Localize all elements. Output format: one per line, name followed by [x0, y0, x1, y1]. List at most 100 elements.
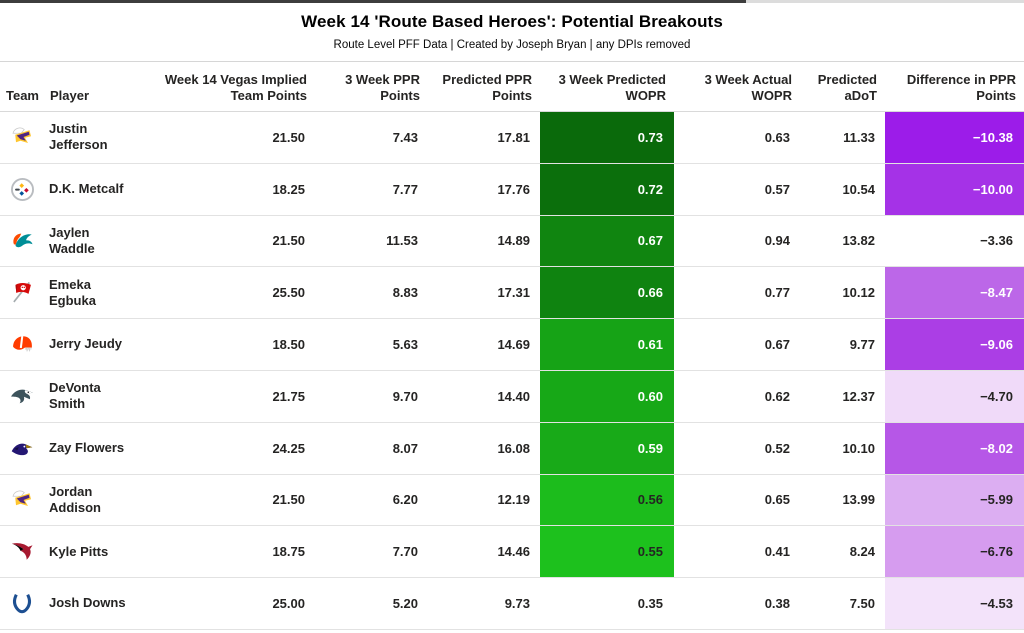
- steelers-logo-icon: [8, 175, 36, 203]
- team-cell: [0, 267, 44, 318]
- actual-wopr-cell: 0.77: [764, 285, 790, 301]
- predicted-ppr-cell: 14.69: [497, 337, 530, 353]
- adot-cell: 11.33: [843, 129, 875, 145]
- team-cell: [0, 526, 44, 577]
- vegas-implied-points-cell: 18.50: [272, 337, 305, 353]
- buccaneers-logo-icon: [8, 279, 36, 307]
- predicted-wopr-cell: 0.60: [540, 370, 674, 422]
- table-row: DeVonta Smith 21.75 9.70 14.40 0.60 0.62 12.37…: [0, 370, 1024, 423]
- page-title: Week 14 'Route Based Heroes': Potential …: [301, 12, 723, 31]
- table-row: Emeka Egbuka 25.50 8.83 17.31 0.66 0.77 10.12−…: [0, 267, 1024, 320]
- predicted-wopr-cell: 0.72: [540, 163, 674, 215]
- ppr-3week-cell: 7.43: [392, 129, 418, 145]
- predicted-ppr-cell: 14.46: [497, 544, 530, 560]
- predicted-ppr-cell: 17.31: [497, 285, 530, 301]
- predicted-ppr-cell: 12.19: [497, 492, 530, 508]
- column-header-ppr3[interactable]: 3 Week PPR Points: [345, 71, 420, 103]
- predicted-ppr-cell: 14.89: [497, 233, 530, 249]
- column-header-wopr_act[interactable]: 3 Week Actual WOPR: [704, 71, 792, 103]
- ppr-difference-cell: −10.38: [885, 112, 1024, 163]
- ppr-3week-cell: 7.77: [392, 181, 418, 197]
- column-header-adot[interactable]: Predicted aDoT: [817, 71, 877, 103]
- vegas-implied-points-cell: 21.50: [272, 129, 305, 145]
- predicted-wopr-cell: 0.35: [637, 596, 663, 612]
- column-header-vegas[interactable]: Week 14 Vegas Implied Team Points: [164, 71, 307, 103]
- player-name: Kyle Pitts: [49, 543, 109, 559]
- table-row: Kyle Pitts 18.75 7.70 14.46 0.55 0.41 8.24 −6.7…: [0, 526, 1024, 579]
- dolphins-logo-icon: [8, 227, 36, 255]
- predicted-wopr-cell: 0.59: [540, 422, 674, 474]
- predicted-wopr-cell: 0.67: [540, 215, 674, 267]
- ppr-difference-cell: −8.47: [885, 267, 1024, 319]
- horizontal-scrollbar-thumb[interactable]: [0, 0, 746, 3]
- player-name: Jerry Jeudy: [49, 336, 122, 352]
- player-name: DeVonta Smith: [49, 380, 101, 412]
- adot-cell: 10.10: [842, 440, 875, 456]
- page-subtitle: Route Level PFF Data | Created by Joseph…: [333, 39, 691, 51]
- column-header-wopr_pred[interactable]: 3 Week Predicted WOPR: [558, 71, 666, 103]
- player-name: Zay Flowers: [49, 440, 125, 456]
- team-cell: [0, 475, 44, 526]
- team-cell: [0, 112, 44, 163]
- colts-logo-icon: [8, 590, 36, 618]
- horizontal-scrollbar: [0, 0, 1024, 3]
- actual-wopr-cell: 0.38: [764, 596, 790, 612]
- column-header-pred_ppr[interactable]: Predicted PPR Points: [442, 71, 532, 103]
- actual-wopr-cell: 0.94: [764, 233, 790, 249]
- vegas-implied-points-cell: 18.75: [272, 544, 305, 560]
- team-cell: [0, 164, 44, 215]
- adot-cell: 7.50: [849, 596, 875, 612]
- ppr-3week-cell: 8.83: [392, 285, 418, 301]
- predicted-wopr-cell: 0.73: [540, 112, 674, 163]
- ppr-difference-cell: −3.36: [980, 233, 1013, 249]
- predicted-wopr-cell: 0.55: [540, 526, 674, 578]
- ravens-logo-icon: [8, 434, 36, 462]
- ppr-3week-cell: 11.53: [386, 233, 418, 249]
- vegas-implied-points-cell: 25.50: [272, 285, 305, 301]
- eagles-logo-icon: [8, 382, 36, 410]
- actual-wopr-cell: 0.65: [764, 492, 790, 508]
- predicted-ppr-cell: 17.81: [497, 129, 530, 145]
- ppr-3week-cell: 7.70: [392, 544, 418, 560]
- vikings-logo-icon: [8, 486, 36, 514]
- vikings-logo-icon: [8, 123, 36, 151]
- adot-cell: 13.82: [842, 233, 875, 249]
- table-row: Zay Flowers 24.25 8.07 16.08 0.59 0.52 10.10 −8…: [0, 422, 1024, 475]
- table-header-row: Team Player Week 14 Vegas Implied Team Poi…: [0, 62, 1024, 112]
- ppr-3week-cell: 5.63: [392, 337, 418, 353]
- adot-cell: 10.54: [842, 181, 875, 197]
- column-header-team[interactable]: Team: [6, 87, 39, 103]
- actual-wopr-cell: 0.41: [764, 544, 790, 560]
- actual-wopr-cell: 0.52: [764, 440, 790, 456]
- actual-wopr-cell: 0.62: [764, 388, 790, 404]
- column-header-player[interactable]: Player: [50, 87, 90, 103]
- player-name: Emeka Egbuka: [49, 276, 96, 308]
- table-title-block: Week 14 'Route Based Heroes': Potential …: [0, 3, 1024, 62]
- team-cell: [0, 319, 44, 370]
- player-name: D.K. Metcalf: [49, 181, 124, 197]
- player-name: Jordan Addison: [49, 483, 101, 515]
- player-name: Josh Downs: [49, 595, 126, 611]
- table-row: Josh Downs 25.00 5.20 9.73 0.35 0.38 7.50 −4.53: [0, 578, 1024, 630]
- adot-cell: 9.77: [849, 337, 875, 353]
- vegas-implied-points-cell: 21.75: [272, 388, 305, 404]
- adot-cell: 10.12: [842, 285, 875, 301]
- actual-wopr-cell: 0.63: [764, 129, 790, 145]
- column-header-diff[interactable]: Difference in PPR Points: [906, 71, 1016, 103]
- browns-logo-icon: [8, 331, 36, 359]
- table-body: Justin Jefferson 21.50 7.43 17.81 0.73 0.63 11…: [0, 112, 1024, 630]
- ppr-3week-cell: 8.07: [392, 440, 418, 456]
- ppr-difference-cell: −4.53: [885, 578, 1024, 629]
- falcons-logo-icon: [8, 538, 36, 566]
- vegas-implied-points-cell: 24.25: [272, 440, 305, 456]
- team-cell: [0, 423, 44, 474]
- adot-cell: 12.37: [842, 388, 875, 404]
- player-name: Justin Jefferson: [49, 121, 108, 153]
- vegas-implied-points-cell: 21.50: [272, 492, 305, 508]
- player-name: Jaylen Waddle: [49, 224, 95, 256]
- table-row: Jordan Addison 21.50 6.20 12.19 0.56 0.65 13.9…: [0, 474, 1024, 527]
- table-row: Justin Jefferson 21.50 7.43 17.81 0.73 0.63 11…: [0, 112, 1024, 164]
- ppr-difference-cell: −4.70: [885, 370, 1024, 422]
- ppr-difference-cell: −9.06: [885, 319, 1024, 370]
- predicted-wopr-cell: 0.66: [540, 267, 674, 319]
